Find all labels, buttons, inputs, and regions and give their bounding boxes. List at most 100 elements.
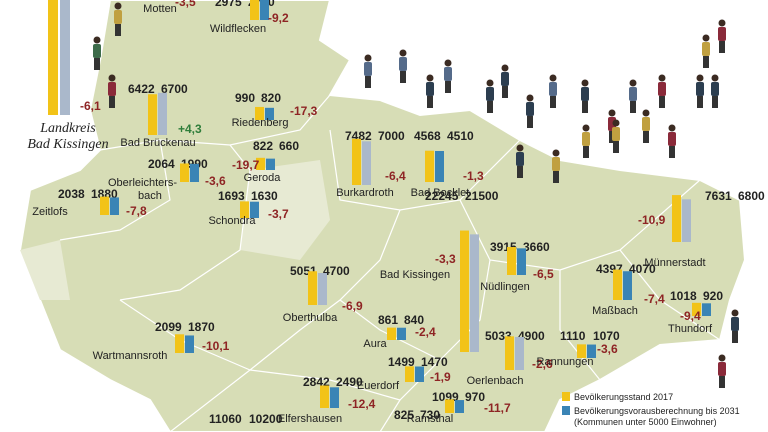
bar-2031 (330, 387, 339, 408)
person-body (731, 317, 739, 331)
person-head (516, 144, 524, 152)
person-body (696, 82, 704, 96)
person-legs (703, 56, 709, 68)
person-head (444, 59, 452, 67)
person-head (399, 49, 407, 57)
change: -7,4 (644, 292, 665, 306)
person-legs (697, 96, 703, 108)
person-legs (487, 101, 493, 113)
population-2031: 2490 (336, 375, 363, 389)
population-2031: 920 (703, 289, 723, 303)
person-legs (94, 58, 100, 70)
change: -3,3 (435, 252, 456, 266)
bar-2031 (455, 400, 464, 413)
bar-2017 (148, 94, 157, 135)
population-2017: 2099 (155, 320, 182, 334)
bar-2017 (175, 334, 184, 353)
change: -1,3 (463, 169, 484, 183)
person-legs (719, 41, 725, 53)
population-2017: 2064 (148, 157, 175, 171)
place: 990 820 Riedenberg-17,3 (232, 91, 318, 129)
place-name: Motten (143, 3, 177, 15)
population-2017: 7631 (705, 189, 732, 203)
change: +4,3 (178, 122, 202, 136)
person-head (114, 2, 122, 10)
place-name: Bad Brückenau (120, 137, 195, 149)
change: -3,7 (268, 207, 289, 221)
place: 22245 21500 Bad Kissingen -3,3 (380, 189, 499, 352)
change: -3,6 (205, 174, 226, 188)
place-name: Burkardroth (336, 187, 393, 199)
place-name: Riedenberg (232, 117, 289, 129)
place: 2099 1870 Wartmannsroth -10,1 (93, 320, 230, 362)
person-legs (553, 171, 559, 183)
bar-2017 (387, 327, 396, 340)
person-head (658, 74, 666, 82)
bar-2031 (158, 92, 167, 135)
person-legs (582, 101, 588, 113)
change: -2,6 (532, 357, 553, 371)
person-body (93, 44, 101, 58)
change: -6,1 (80, 99, 101, 113)
landkreis-name: Bad Kissingen (27, 137, 108, 152)
person-head (642, 109, 650, 117)
landkreis: -6,1 Landkreis Bad Kissingen (27, 0, 109, 152)
population-2031: 7000 (378, 129, 405, 143)
place-name: Münnerstadt (644, 257, 705, 269)
place-name: Rannungen (537, 356, 594, 368)
legend-label: Bevölkerungsvorausberechnung bis 2031 (574, 406, 740, 416)
bar-2031 (517, 248, 526, 275)
bar-2017 (507, 247, 516, 275)
person-head (731, 309, 739, 317)
bar-2017 (445, 399, 454, 413)
place: 7631 6800 Münnerstadt -10,9 (638, 189, 765, 269)
place: 822 660 Geroda-19,7 (232, 139, 299, 184)
place-name: Euerdorf (357, 380, 400, 392)
legend-swatch (562, 406, 570, 415)
legend: Bevölkerungsstand 2017 Bevölkerungsvorau… (562, 392, 740, 427)
person-body (549, 82, 557, 96)
bar-2017 (672, 195, 681, 242)
place-name: Wildflecken (210, 23, 266, 35)
person-legs (712, 96, 718, 108)
person-head (629, 79, 637, 87)
bar-2031 (266, 158, 275, 170)
population-2017: 22245 (425, 189, 459, 203)
population-2031: 1630 (251, 189, 278, 203)
person-body (399, 57, 407, 71)
place: 6422 6700 Bad Brückenau+4,3 (120, 82, 202, 149)
person-body (114, 10, 122, 24)
change: -7,8 (126, 204, 147, 218)
change: -1,9 (430, 370, 451, 384)
place: 29752700Wildflecken-9,2 (210, 0, 289, 35)
person-head (93, 36, 101, 44)
change: -2,4 (415, 325, 436, 339)
change: -6,4 (385, 169, 406, 183)
person-body (501, 72, 509, 86)
person-legs (365, 76, 371, 88)
person-legs (115, 24, 121, 36)
person-body (552, 157, 560, 171)
person-legs (719, 376, 725, 388)
population-2017: 2842 (303, 375, 330, 389)
map-background (18, 0, 747, 432)
person-body (108, 82, 116, 96)
person-body (516, 152, 524, 166)
population-2031: 4700 (323, 264, 350, 278)
person-legs (517, 166, 523, 178)
population-2017: 1018 (670, 289, 697, 303)
change: -11,7 (484, 401, 511, 415)
person-head (612, 119, 620, 127)
bar-2031 (515, 337, 524, 370)
person-legs (630, 101, 636, 113)
bar-2017 (250, 0, 259, 21)
bar-2031 (587, 344, 596, 358)
place: 861 840 Aura -2,4 (363, 313, 436, 350)
person-body (582, 132, 590, 146)
person-legs (427, 96, 433, 108)
